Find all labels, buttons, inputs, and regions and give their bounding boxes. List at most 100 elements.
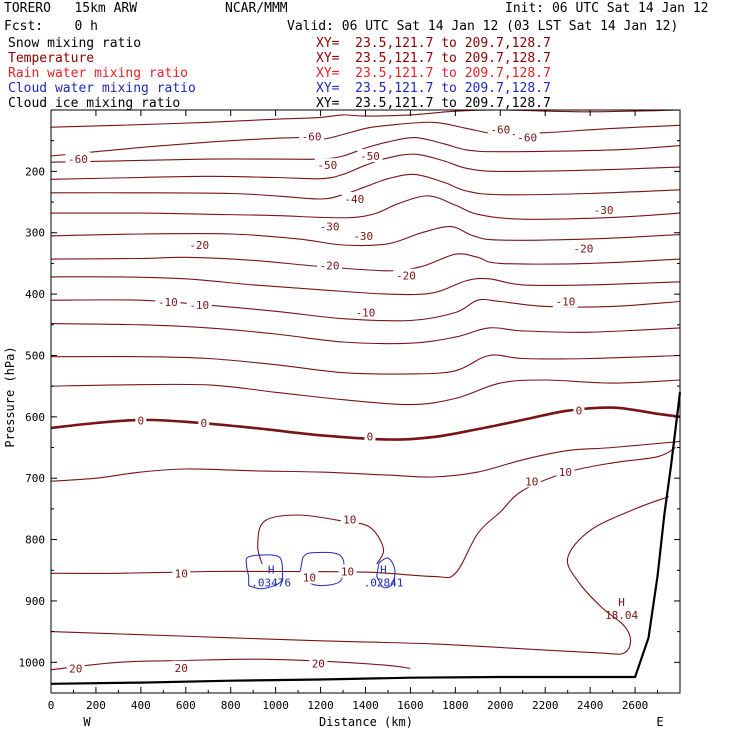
x-tick-label-12: 2400 bbox=[577, 699, 604, 712]
x-tick-label-3: 600 bbox=[176, 699, 196, 712]
terrain-line bbox=[50, 392, 682, 685]
field-label-snow: Snow mixing ratio bbox=[8, 36, 142, 51]
temperature-contour-7 bbox=[50, 253, 681, 272]
east-label: E bbox=[656, 715, 663, 729]
axes: 0 200 400 600 800 1000 1200 1400 1600 1800 2000 220… bbox=[19, 110, 680, 712]
field-label-temperature: Temperature bbox=[8, 51, 95, 66]
temperature-contour-4 bbox=[50, 173, 681, 200]
x-tick-label-1: 200 bbox=[86, 699, 106, 712]
temperature-contour-0 bbox=[50, 109, 681, 128]
field-label-cloud-water: Cloud water mixing ratio bbox=[8, 81, 196, 96]
center-title: NCAR/MMM bbox=[225, 1, 288, 16]
y-tick-label-8: 1000 bbox=[19, 656, 46, 669]
model-title: TORERO 15km ARW bbox=[4, 1, 138, 16]
contour-label-bg-21 bbox=[573, 403, 585, 417]
contour-label-13: -20 bbox=[573, 243, 593, 256]
contour-label-25: 10 bbox=[175, 567, 188, 580]
y-tick-label-0: 200 bbox=[25, 165, 45, 178]
high-marker-0: H bbox=[618, 596, 625, 609]
contour-label-18: 0 bbox=[138, 415, 145, 428]
x-tick-label-4: 800 bbox=[221, 699, 241, 712]
high-value-2: .02841 bbox=[364, 576, 404, 589]
y-tick-label-7: 900 bbox=[25, 595, 45, 608]
high-value-0: 18.04 bbox=[605, 609, 638, 622]
x-tick-label-0: 0 bbox=[48, 699, 55, 712]
contour-label-bg-27 bbox=[338, 564, 357, 578]
temperature-contour-17 bbox=[50, 496, 669, 655]
contour-label-bg-1 bbox=[299, 129, 325, 143]
temperature-contour-2 bbox=[50, 137, 681, 163]
temperature-contour-14 bbox=[50, 440, 681, 482]
temperature-contour-15 bbox=[50, 447, 676, 579]
temperature-contour-5 bbox=[50, 195, 681, 220]
temperature-contour-8 bbox=[50, 276, 681, 296]
high-marker-2: H bbox=[380, 563, 387, 576]
contour-label-bg-4 bbox=[314, 158, 340, 172]
contour-label-bg-8 bbox=[350, 228, 376, 242]
contour-label-bg-11 bbox=[317, 258, 343, 272]
x-tick-label-11: 2200 bbox=[532, 699, 559, 712]
cloud-water-contour-2 bbox=[376, 557, 396, 589]
contour-label-bg-2 bbox=[487, 122, 513, 136]
field-xy-snow: XY= 23.5,121.7 to 209.7,128.7 bbox=[316, 36, 551, 51]
contour-label-20: 0 bbox=[367, 430, 374, 443]
y-tick-label-5: 700 bbox=[25, 472, 45, 485]
temperature-contour-13 bbox=[50, 406, 681, 441]
contour-label-12: -20 bbox=[396, 270, 416, 283]
contour-label-bg-22 bbox=[340, 512, 359, 526]
contour-label-bg-3 bbox=[514, 130, 540, 144]
contour-label-19: 0 bbox=[200, 417, 207, 430]
contour-label-bg-0 bbox=[65, 152, 91, 166]
valid-time: Valid: 06 UTC Sat 14 Jan 12 (03 LST Sat … bbox=[287, 19, 679, 34]
contour-label-26: 10 bbox=[303, 572, 316, 585]
init-time: Init: 06 UTC Sat 14 Jan 12 bbox=[505, 1, 709, 16]
contour-label-bg-13 bbox=[570, 241, 596, 255]
contour-label-27: 10 bbox=[341, 565, 354, 578]
contour-label-bg-16 bbox=[353, 305, 378, 319]
contour-label-6: -40 bbox=[344, 193, 364, 206]
x-tick-label-5: 1000 bbox=[262, 699, 289, 712]
field-xy-rain: XY= 23.5,121.7 to 209.7,128.7 bbox=[316, 66, 551, 81]
contour-label-bg-29 bbox=[172, 660, 191, 674]
contour-label-14: -10 bbox=[158, 296, 178, 309]
x-tick-label-13: 2600 bbox=[622, 699, 649, 712]
contour-label-bg-14 bbox=[155, 295, 181, 309]
temperature-contour-11 bbox=[50, 354, 681, 375]
terrain-surface bbox=[50, 392, 682, 685]
temperature-contour-12 bbox=[50, 379, 681, 406]
contour-label-bg-10 bbox=[186, 238, 212, 252]
y-tick-label-3: 500 bbox=[25, 349, 45, 362]
y-tick-label-6: 800 bbox=[25, 534, 45, 547]
y-tick-label-1: 300 bbox=[25, 227, 45, 240]
x-tick-label-9: 1800 bbox=[442, 699, 469, 712]
temperature-contour-18 bbox=[50, 658, 411, 671]
x-tick-label-2: 400 bbox=[131, 699, 151, 712]
contour-label-17: -10 bbox=[555, 295, 575, 308]
x-tick-label-7: 1400 bbox=[352, 699, 379, 712]
y-axis-label: Pressure (hPa) bbox=[3, 346, 17, 447]
x-tick-label-8: 1600 bbox=[397, 699, 424, 712]
y-tick-label-4: 600 bbox=[25, 411, 45, 424]
y-tick-label-2: 400 bbox=[25, 288, 45, 301]
contour-label-bg-5 bbox=[357, 149, 383, 163]
contour-label-30: 20 bbox=[312, 658, 325, 671]
x-tick-label-6: 1200 bbox=[307, 699, 334, 712]
contour-label-bg-26 bbox=[300, 570, 319, 584]
contour-label-21: 0 bbox=[576, 405, 583, 418]
contour-label-22: 10 bbox=[343, 513, 356, 526]
contour-label-bg-23 bbox=[522, 474, 541, 488]
x-axis-label: Distance (km) bbox=[319, 715, 413, 729]
x-tick-label-10: 2000 bbox=[487, 699, 514, 712]
contour-label-bg-24 bbox=[556, 465, 575, 479]
contour-label-28: 20 bbox=[69, 662, 82, 675]
cloud-water-contour-0 bbox=[245, 554, 284, 590]
contour-label-24: 10 bbox=[559, 466, 572, 479]
contour-label-bg-7 bbox=[317, 219, 343, 233]
field-xy-cloud-water: XY= 23.5,121.7 to 209.7,128.7 bbox=[316, 81, 551, 96]
contour-label-23: 10 bbox=[525, 475, 538, 488]
contour-label-bg-15 bbox=[186, 298, 212, 312]
temperature-contour-10 bbox=[50, 323, 681, 345]
contour-label-3: -60 bbox=[517, 132, 537, 145]
contour-label-bg-20 bbox=[364, 429, 376, 443]
